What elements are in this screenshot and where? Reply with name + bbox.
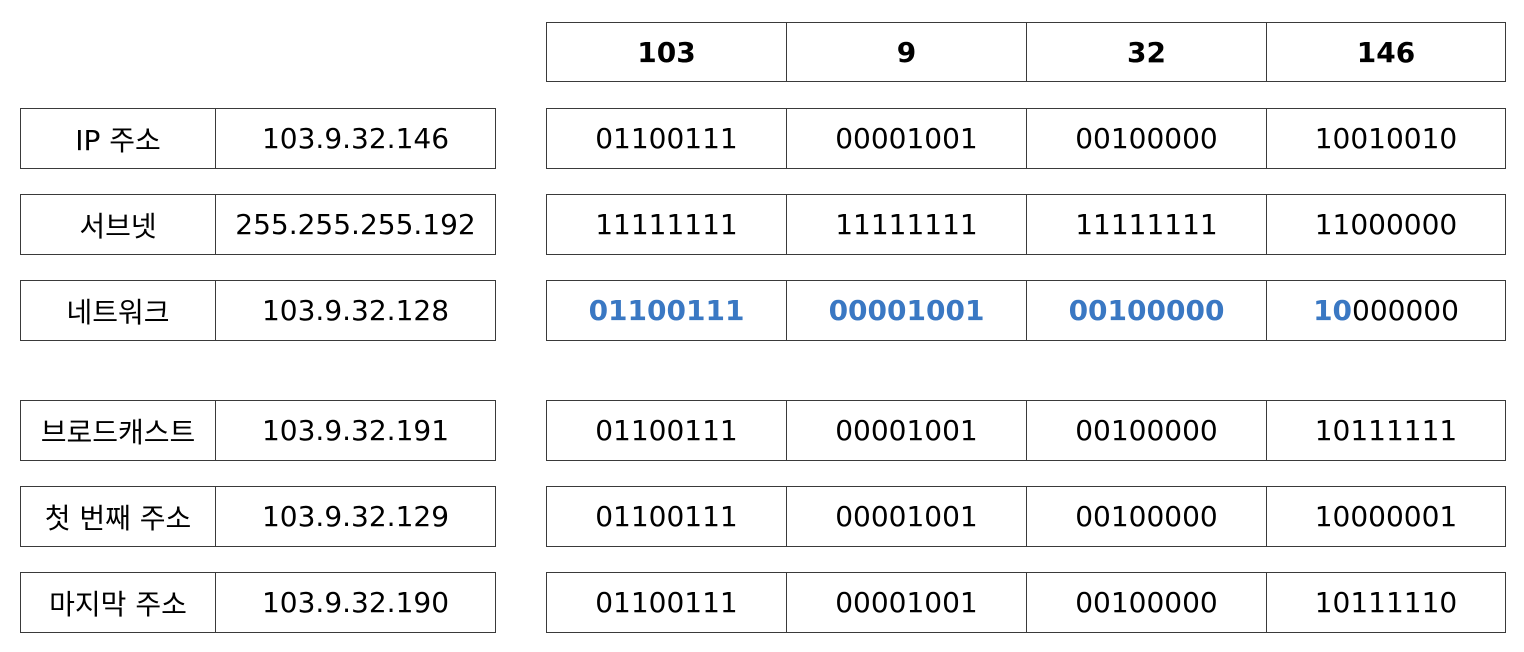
octet-header-4: 146 <box>1266 22 1506 82</box>
bits-rest: 11111111 <box>595 208 738 241</box>
octet-header-2: 9 <box>786 22 1027 82</box>
bits-rest: 01100111 <box>595 500 738 533</box>
bits-rest: 00100000 <box>1075 586 1218 619</box>
bits-rest: 11000000 <box>1314 208 1458 241</box>
bits-ip-octet-1: 01100111 <box>546 108 787 169</box>
bits-broadcast-octet-1: 01100111 <box>546 400 787 461</box>
bits-network-octet-3: 00100000 <box>1026 280 1267 341</box>
row-value-ip-address: 103.9.32.146 <box>215 108 496 169</box>
bits-rest: 10000001 <box>1314 500 1458 533</box>
bits-ip-octet-3: 00100000 <box>1026 108 1267 169</box>
bits-last-octet-4: 10111110 <box>1266 572 1506 633</box>
octet-header-3: 32 <box>1026 22 1267 82</box>
bits-highlight: 10 <box>1313 294 1353 327</box>
row-label-ip-address: IP 주소 <box>20 108 216 169</box>
bits-last-octet-1: 01100111 <box>546 572 787 633</box>
bits-rest: 00100000 <box>1075 122 1218 155</box>
bits-network-octet-4: 10 000000 <box>1266 280 1506 341</box>
row-value-subnet: 255.255.255.192 <box>215 194 496 255</box>
bits-ip-octet-2: 00001001 <box>786 108 1027 169</box>
bits-network-octet-2: 00001001 <box>786 280 1027 341</box>
bits-rest: 01100111 <box>595 414 738 447</box>
bits-rest: 000000 <box>1352 294 1459 327</box>
bits-subnet-octet-1: 11111111 <box>546 194 787 255</box>
octet-header-1: 103 <box>546 22 787 82</box>
bits-rest: 00100000 <box>1075 414 1218 447</box>
bits-rest: 01100111 <box>595 586 738 619</box>
bits-rest: 00001001 <box>835 586 978 619</box>
bits-rest: 00001001 <box>835 414 978 447</box>
bits-broadcast-octet-2: 00001001 <box>786 400 1027 461</box>
bits-rest: 00001001 <box>835 122 978 155</box>
bits-highlight: 01100111 <box>588 294 745 327</box>
row-label-first-address: 첫 번째 주소 <box>20 486 216 547</box>
bits-rest: 01100111 <box>595 122 738 155</box>
bits-last-octet-2: 00001001 <box>786 572 1027 633</box>
bits-broadcast-octet-3: 00100000 <box>1026 400 1267 461</box>
row-label-subnet: 서브넷 <box>20 194 216 255</box>
bits-rest: 00100000 <box>1075 500 1218 533</box>
bits-highlight: 00100000 <box>1068 294 1225 327</box>
row-label-last-address: 마지막 주소 <box>20 572 216 633</box>
row-value-broadcast: 103.9.32.191 <box>215 400 496 461</box>
bits-ip-octet-4: 10010010 <box>1266 108 1506 169</box>
bits-last-octet-3: 00100000 <box>1026 572 1267 633</box>
bits-subnet-octet-3: 11111111 <box>1026 194 1267 255</box>
bits-rest: 10010010 <box>1314 122 1458 155</box>
bits-subnet-octet-4: 11000000 <box>1266 194 1506 255</box>
bits-first-octet-4: 10000001 <box>1266 486 1506 547</box>
bits-rest: 11111111 <box>1075 208 1218 241</box>
bits-network-octet-1: 01100111 <box>546 280 787 341</box>
bits-first-octet-1: 01100111 <box>546 486 787 547</box>
bits-first-octet-2: 00001001 <box>786 486 1027 547</box>
bits-rest: 00001001 <box>835 500 978 533</box>
bits-broadcast-octet-4: 10111111 <box>1266 400 1506 461</box>
bits-rest: 11111111 <box>835 208 978 241</box>
row-label-network: 네트워크 <box>20 280 216 341</box>
bits-subnet-octet-2: 11111111 <box>786 194 1027 255</box>
row-value-last-address: 103.9.32.190 <box>215 572 496 633</box>
bits-rest: 10111111 <box>1314 414 1458 447</box>
row-label-broadcast: 브로드캐스트 <box>20 400 216 461</box>
bits-highlight: 00001001 <box>828 294 985 327</box>
bits-first-octet-3: 00100000 <box>1026 486 1267 547</box>
bits-rest: 10111110 <box>1314 586 1458 619</box>
row-value-network: 103.9.32.128 <box>215 280 496 341</box>
row-value-first-address: 103.9.32.129 <box>215 486 496 547</box>
